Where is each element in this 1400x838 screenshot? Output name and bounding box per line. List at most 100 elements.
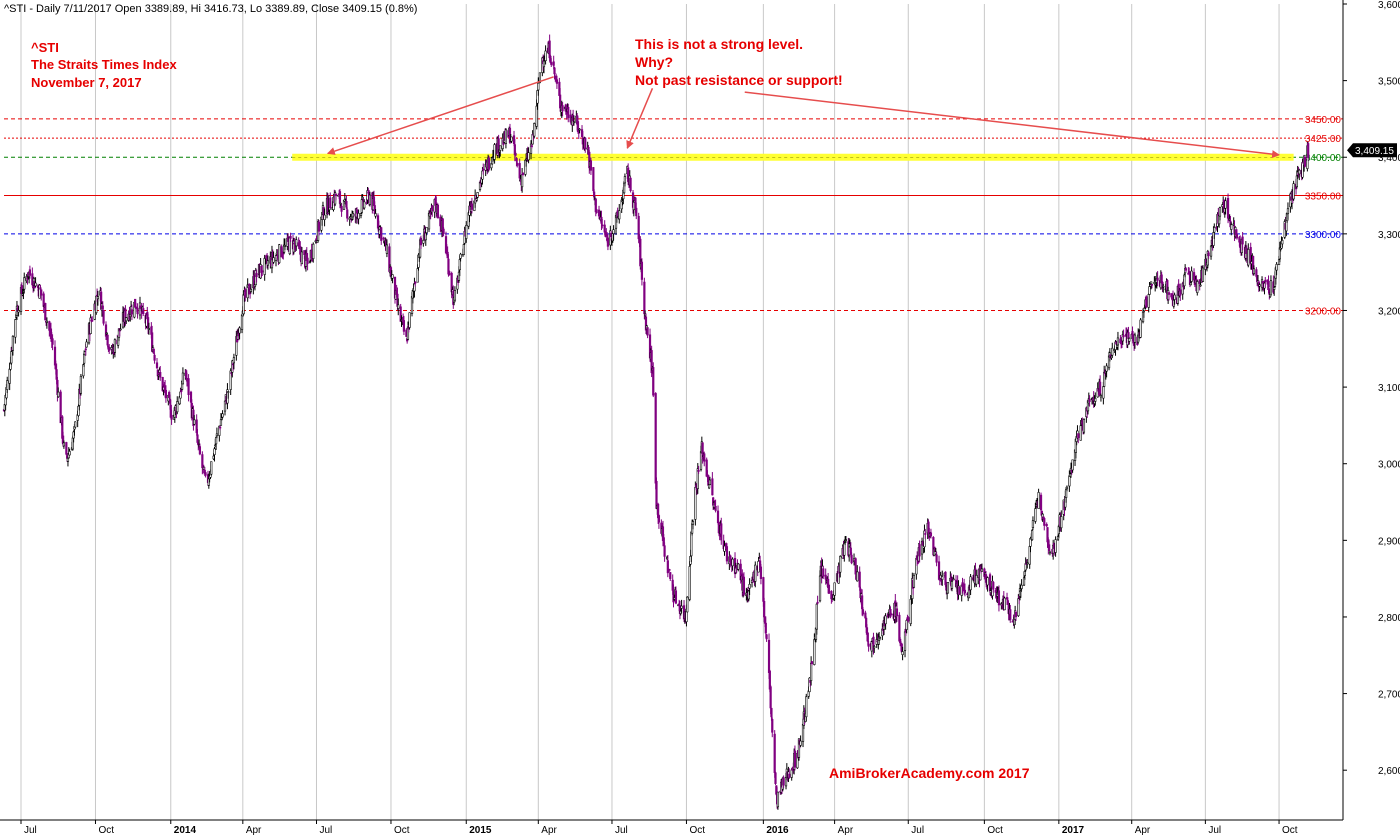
candle-body [476,192,479,198]
candle-body [822,568,825,577]
candle-body [1056,536,1060,540]
candle [1286,202,1290,220]
candle-body [650,350,653,374]
candle [1026,558,1029,569]
candle-body [550,62,553,65]
x-tick-label: Oct [689,825,705,836]
candle-body [436,204,440,219]
candle-body [674,590,678,604]
candle-body [414,281,417,284]
candle [514,151,517,157]
candle-body [1133,334,1137,343]
candle [1003,596,1006,611]
candle-body [690,531,693,557]
annotation-text: This is not a strong level. Why? Not pas… [635,36,843,88]
candle [142,302,145,317]
candle-body [793,750,797,768]
candle [1031,516,1035,530]
candle [1045,522,1048,528]
candle-body [815,603,818,630]
candle-body [17,310,20,313]
candle-body [232,357,236,364]
candle-body [635,207,638,217]
y-tick-label: 3,200 [1378,306,1400,317]
candle [720,517,723,545]
candle-body [125,317,128,322]
x-tick-label: Jul [319,825,332,836]
candle-body [849,547,852,555]
candle [266,255,270,270]
candle [759,563,763,585]
candle [578,128,581,134]
price-tag-shape [1347,143,1397,158]
x-tick-label: Oct [1282,825,1298,836]
candle [317,219,321,236]
candle [45,317,49,329]
candle-body [82,364,85,377]
candle [397,298,400,316]
candle [1173,292,1176,305]
candle [856,565,859,582]
x-tick-label: 2014 [174,825,197,836]
candle [561,102,564,117]
candle-body [147,328,151,330]
y-tick-label: 3,100 [1378,383,1400,394]
candle-body [861,609,865,615]
candle-body [1273,287,1276,290]
candle [652,362,655,398]
candle-body [240,314,244,330]
candle [476,191,479,199]
candle [1060,510,1063,532]
candle-body [130,309,134,315]
candle [1014,610,1018,621]
candle [106,334,109,348]
candle-body [770,707,773,718]
candle-body [643,281,646,315]
candle-body [909,598,912,624]
candle-body [1023,571,1026,576]
x-tick-label: Jul [911,825,924,836]
candle [935,551,938,567]
candle-body [514,153,517,156]
candle-body [589,160,593,171]
candle-body [215,433,219,437]
candle [650,345,653,378]
candle-body [227,391,230,393]
candle [764,616,767,638]
candle [691,519,695,530]
candle-body [124,308,127,322]
candle-body [1048,551,1052,554]
candle-body [1226,197,1230,219]
candle-body [359,213,363,216]
candle [629,176,632,193]
candle [1043,517,1046,531]
candle [708,476,712,486]
candle-body [997,590,1001,606]
candle [1116,331,1120,351]
y-tick-label: 3,500 [1378,77,1400,88]
candle-body [153,354,156,361]
x-tick-label: Jul [1208,825,1221,836]
candle-body [170,414,173,420]
candle-body [1179,289,1182,296]
candle [1183,273,1186,290]
candles [2,34,1310,810]
candle-body [646,327,649,336]
candle-body [640,261,644,280]
candle [323,208,326,227]
candle [1111,342,1114,358]
candle-body [10,351,13,364]
candle [28,265,32,279]
candle-body [493,144,496,160]
candle-body [929,532,933,537]
candle [458,255,461,277]
candle-body [1199,284,1202,287]
candle-body [14,319,17,338]
candle-body [55,369,58,380]
candle [1292,180,1295,201]
candle [345,195,348,210]
candle-body [593,191,596,198]
candle [176,396,179,415]
candle [10,347,13,365]
candle-body [1247,249,1250,266]
